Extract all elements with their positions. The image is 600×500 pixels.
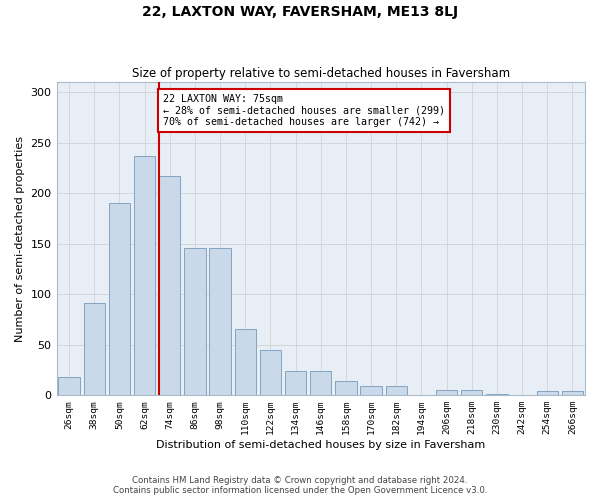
Bar (486, 394, 508, 395)
Bar (335, 381, 356, 395)
Bar (436, 390, 457, 395)
Bar (562, 391, 583, 395)
Bar (361, 386, 382, 395)
Bar (83, 303, 105, 395)
Bar (386, 386, 407, 395)
Bar (109, 203, 130, 395)
Bar (184, 248, 206, 395)
Text: 22 LAXTON WAY: 75sqm
← 28% of semi-detached houses are smaller (299)
70% of semi: 22 LAXTON WAY: 75sqm ← 28% of semi-detac… (163, 94, 445, 128)
Y-axis label: Number of semi-detached properties: Number of semi-detached properties (15, 136, 25, 342)
Bar (134, 156, 155, 395)
Bar (536, 391, 558, 395)
Bar (461, 390, 482, 395)
Bar (58, 377, 80, 395)
Bar (260, 350, 281, 395)
Bar (159, 176, 181, 395)
Title: Size of property relative to semi-detached houses in Faversham: Size of property relative to semi-detach… (132, 66, 510, 80)
Bar (285, 371, 307, 395)
Text: 22, LAXTON WAY, FAVERSHAM, ME13 8LJ: 22, LAXTON WAY, FAVERSHAM, ME13 8LJ (142, 5, 458, 19)
X-axis label: Distribution of semi-detached houses by size in Faversham: Distribution of semi-detached houses by … (156, 440, 485, 450)
Text: Contains HM Land Registry data © Crown copyright and database right 2024.
Contai: Contains HM Land Registry data © Crown c… (113, 476, 487, 495)
Bar (235, 330, 256, 395)
Bar (209, 248, 231, 395)
Bar (310, 371, 331, 395)
